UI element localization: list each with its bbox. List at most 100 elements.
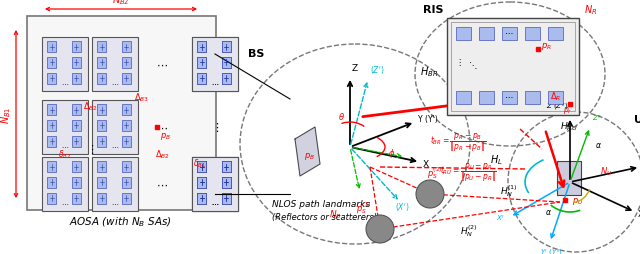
FancyBboxPatch shape: [97, 73, 106, 84]
Text: $\Delta_{B2}$: $\Delta_{B2}$: [154, 148, 170, 161]
Text: $N_{B1}$: $N_{B1}$: [0, 106, 13, 123]
FancyBboxPatch shape: [72, 120, 81, 131]
Text: $Y'\ (Y'')$: $Y'\ (Y'')$: [540, 247, 564, 254]
FancyBboxPatch shape: [122, 58, 131, 69]
Text: $\cdots$: $\cdots$: [61, 80, 69, 86]
FancyBboxPatch shape: [221, 42, 230, 53]
Text: (Reflectors or scatterers): (Reflectors or scatterers): [272, 212, 377, 221]
FancyBboxPatch shape: [47, 120, 56, 131]
Text: $\cdots$: $\cdots$: [111, 142, 119, 148]
FancyBboxPatch shape: [479, 27, 493, 40]
FancyBboxPatch shape: [192, 38, 238, 92]
Text: $p_R$: $p_R$: [541, 41, 552, 52]
Text: $N_{B2}$: $N_{B2}$: [112, 0, 130, 7]
FancyBboxPatch shape: [47, 162, 56, 173]
FancyBboxPatch shape: [72, 105, 81, 116]
Text: $\cdots$: $\cdots$: [504, 91, 514, 100]
Text: $\cdots$: $\cdots$: [111, 80, 119, 86]
FancyBboxPatch shape: [97, 105, 106, 116]
FancyBboxPatch shape: [197, 162, 206, 173]
FancyBboxPatch shape: [97, 177, 106, 188]
FancyBboxPatch shape: [122, 162, 131, 173]
FancyBboxPatch shape: [221, 162, 230, 173]
FancyBboxPatch shape: [456, 27, 470, 40]
FancyBboxPatch shape: [42, 101, 88, 154]
FancyBboxPatch shape: [221, 193, 230, 204]
Text: Z: Z: [352, 64, 358, 73]
FancyBboxPatch shape: [525, 27, 540, 40]
FancyBboxPatch shape: [197, 193, 206, 204]
Text: $\Delta_{B3}$: $\Delta_{B3}$: [134, 91, 150, 104]
FancyBboxPatch shape: [122, 177, 131, 188]
Text: $\Delta_R$: $\Delta_R$: [550, 91, 562, 103]
FancyBboxPatch shape: [72, 177, 81, 188]
Text: $\vdots$: $\vdots$: [86, 143, 94, 156]
Circle shape: [366, 215, 394, 243]
FancyBboxPatch shape: [42, 157, 88, 211]
Text: $\ddots$: $\ddots$: [468, 60, 477, 71]
FancyBboxPatch shape: [122, 73, 131, 84]
Text: X: X: [638, 210, 640, 219]
Text: UE: UE: [634, 115, 640, 124]
Text: RIS: RIS: [423, 5, 444, 15]
FancyBboxPatch shape: [47, 136, 56, 147]
FancyBboxPatch shape: [97, 193, 106, 204]
Text: $(X')$: $(X')$: [394, 200, 410, 212]
FancyBboxPatch shape: [221, 42, 230, 53]
FancyBboxPatch shape: [197, 73, 206, 84]
Text: $\delta_{B1}$: $\delta_{B1}$: [193, 157, 207, 170]
Text: $\vdots$: $\vdots$: [454, 57, 461, 68]
FancyBboxPatch shape: [197, 177, 206, 188]
Text: $H_N^{(2)}$: $H_N^{(2)}$: [460, 223, 478, 239]
Text: X: X: [423, 160, 429, 169]
FancyBboxPatch shape: [197, 177, 206, 188]
FancyBboxPatch shape: [221, 58, 230, 69]
Text: $H_{RU}$: $H_{RU}$: [560, 121, 578, 133]
FancyBboxPatch shape: [97, 42, 106, 53]
FancyBboxPatch shape: [72, 136, 81, 147]
Text: $\cdots$: $\cdots$: [156, 122, 168, 133]
Text: $\cdots$: $\cdots$: [211, 199, 219, 205]
Text: $t_{BR}=\dfrac{p_R-p_B}{\|p_R-p_B\|}$: $t_{BR}=\dfrac{p_R-p_B}{\|p_R-p_B\|}$: [430, 132, 486, 154]
Text: $Z\ (Z'')$: $Z\ (Z'')$: [546, 102, 568, 113]
Text: $p_S^{(1)}$: $p_S^{(1)}$: [356, 200, 372, 216]
FancyBboxPatch shape: [221, 193, 230, 204]
Text: $p_r$: $p_r$: [563, 105, 572, 116]
Text: $N_B$: $N_B$: [329, 208, 341, 221]
FancyBboxPatch shape: [72, 193, 81, 204]
FancyBboxPatch shape: [97, 58, 106, 69]
FancyBboxPatch shape: [192, 157, 238, 211]
Text: $\cdots$: $\cdots$: [211, 80, 219, 86]
FancyBboxPatch shape: [47, 73, 56, 84]
Text: $\cdots$: $\cdots$: [156, 179, 168, 189]
FancyBboxPatch shape: [197, 73, 206, 84]
Text: $\delta_{B2}$: $\delta_{B2}$: [58, 148, 72, 161]
Text: $N_R$: $N_R$: [584, 3, 597, 17]
Text: $H_L$: $H_L$: [490, 152, 502, 166]
FancyBboxPatch shape: [479, 91, 493, 104]
FancyBboxPatch shape: [502, 91, 516, 104]
FancyBboxPatch shape: [122, 105, 131, 116]
FancyBboxPatch shape: [197, 162, 206, 173]
FancyBboxPatch shape: [47, 105, 56, 116]
Circle shape: [416, 180, 444, 208]
FancyBboxPatch shape: [197, 58, 206, 69]
Text: $\alpha$: $\alpha$: [595, 140, 602, 149]
Text: $\cdots$: $\cdots$: [211, 80, 219, 86]
FancyBboxPatch shape: [92, 38, 138, 92]
FancyBboxPatch shape: [547, 27, 563, 40]
FancyBboxPatch shape: [221, 177, 230, 188]
FancyBboxPatch shape: [456, 91, 470, 104]
Text: $\cdots$: $\cdots$: [156, 60, 168, 70]
FancyBboxPatch shape: [72, 162, 81, 173]
Polygon shape: [295, 128, 320, 176]
Text: $p_U$: $p_U$: [572, 195, 584, 206]
Text: $X'$: $X'$: [496, 212, 505, 222]
FancyBboxPatch shape: [197, 42, 206, 53]
FancyBboxPatch shape: [221, 177, 230, 188]
FancyBboxPatch shape: [192, 157, 238, 211]
FancyBboxPatch shape: [47, 42, 56, 53]
Text: $\phi$: $\phi$: [388, 146, 396, 159]
Text: $p_B$: $p_B$: [304, 150, 315, 161]
Text: $\cdots$: $\cdots$: [61, 142, 69, 148]
